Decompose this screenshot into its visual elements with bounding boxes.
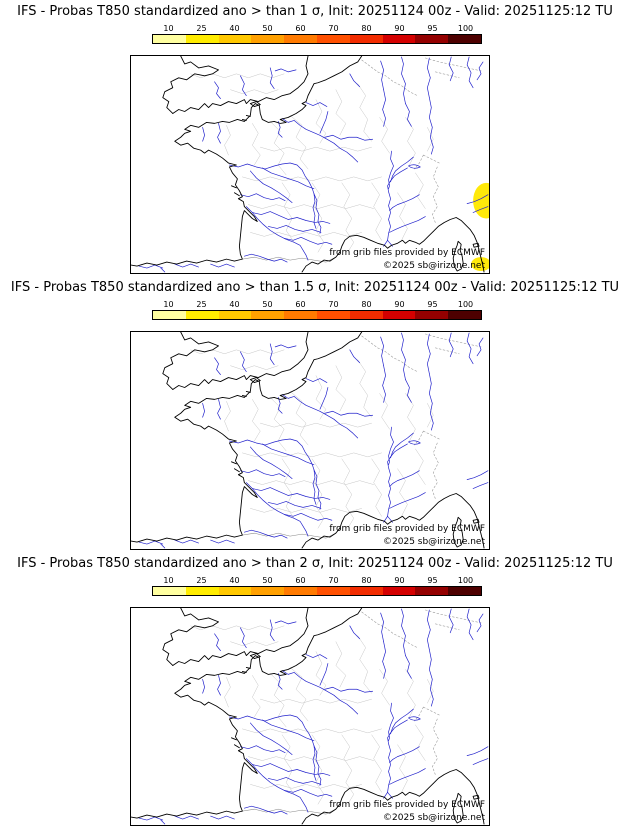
colorbar-segment xyxy=(284,587,317,595)
colorbar-segment xyxy=(349,587,383,595)
colorbar-tick-label: 90 xyxy=(394,24,405,33)
colorbar-tick-label: 50 xyxy=(262,300,273,309)
colorbar-tick-label: 60 xyxy=(295,300,306,309)
colorbar: 10 25 40 50 60 70 80 90 95 100 xyxy=(152,298,482,320)
colorbar-tick-label: 80 xyxy=(361,24,372,33)
credit-copyright: ©2025 sb@irizone.net xyxy=(383,261,485,271)
credit-ecmwf: from grib files provided by ECMWF xyxy=(329,248,485,258)
panel-title: IFS - Probas T850 standardized ano > tha… xyxy=(10,280,620,295)
colorbar-segment xyxy=(153,311,186,319)
credit-ecmwf: from grib files provided by ECMWF xyxy=(329,524,485,534)
colorbar: 10 25 40 50 60 70 80 90 95 100 xyxy=(152,574,482,596)
colorbar-tick-label: 10 xyxy=(163,576,174,585)
colorbar-tick-label: 95 xyxy=(427,24,438,33)
credit-ecmwf: from grib files provided by ECMWF xyxy=(329,800,485,810)
colorbar-segment xyxy=(218,35,252,43)
colorbar-tick-label: 10 xyxy=(163,24,174,33)
probability-anomaly-blob xyxy=(473,182,489,219)
map-france: from grib files provided by ECMWF ©2025 … xyxy=(130,331,490,550)
colorbar-tick-label: 50 xyxy=(262,576,273,585)
colorbar-segment xyxy=(316,587,350,595)
colorbar-tick-label: 50 xyxy=(262,24,273,33)
colorbar-tick-label: 60 xyxy=(295,576,306,585)
colorbar-tick-label: 80 xyxy=(361,576,372,585)
colorbar-gradient xyxy=(152,586,482,596)
credit-copyright: ©2025 sb@irizone.net xyxy=(383,813,485,823)
colorbar-segment xyxy=(415,587,449,595)
colorbar-tick-label: 25 xyxy=(196,576,207,585)
france-map-svg xyxy=(131,56,489,273)
colorbar-tick-label: 40 xyxy=(229,300,240,309)
colorbar-segment xyxy=(251,587,285,595)
colorbar-tick-label: 95 xyxy=(427,300,438,309)
colorbar-segment xyxy=(349,35,383,43)
probability-anomaly-blob xyxy=(471,257,489,272)
colorbar-segment xyxy=(153,587,186,595)
panel-title: IFS - Probas T850 standardized ano > tha… xyxy=(17,556,613,571)
colorbar-tick-label: 80 xyxy=(361,300,372,309)
colorbar-segment xyxy=(316,35,350,43)
colorbar-segment xyxy=(185,311,219,319)
map-france: from grib files provided by ECMWF ©2025 … xyxy=(130,55,490,274)
colorbar-segment xyxy=(448,35,481,43)
colorbar-gradient xyxy=(152,34,482,44)
panel-proba-2sigma: IFS - Probas T850 standardized ano > tha… xyxy=(0,552,630,828)
colorbar-segment xyxy=(382,311,416,319)
colorbar-tick-label: 25 xyxy=(196,300,207,309)
colorbar-tick-label: 70 xyxy=(328,576,339,585)
colorbar-segment xyxy=(415,311,449,319)
colorbar-segment xyxy=(316,311,350,319)
colorbar-segment xyxy=(153,35,186,43)
colorbar-segment xyxy=(218,311,252,319)
credit-copyright: ©2025 sb@irizone.net xyxy=(383,537,485,547)
colorbar-tick-label: 25 xyxy=(196,24,207,33)
colorbar-tick-label: 100 xyxy=(457,300,474,309)
colorbar-tick-label: 90 xyxy=(394,300,405,309)
colorbar-segment xyxy=(349,311,383,319)
colorbar-segment xyxy=(415,35,449,43)
colorbar-tick-label: 40 xyxy=(229,24,240,33)
colorbar-segment xyxy=(448,587,481,595)
colorbar: 10 25 40 50 60 70 80 90 95 100 xyxy=(152,22,482,44)
colorbar-tick-row: 10 25 40 50 60 70 80 90 95 100 xyxy=(152,298,482,310)
france-map-svg xyxy=(131,608,489,825)
colorbar-tick-row: 10 25 40 50 60 70 80 90 95 100 xyxy=(152,574,482,586)
colorbar-segment xyxy=(185,35,219,43)
colorbar-tick-label: 100 xyxy=(457,24,474,33)
colorbar-tick-label: 60 xyxy=(295,24,306,33)
colorbar-segment xyxy=(251,35,285,43)
colorbar-segment xyxy=(251,311,285,319)
colorbar-gradient xyxy=(152,310,482,320)
colorbar-segment xyxy=(448,311,481,319)
colorbar-segment xyxy=(218,587,252,595)
colorbar-tick-label: 70 xyxy=(328,24,339,33)
colorbar-tick-label: 70 xyxy=(328,300,339,309)
colorbar-segment xyxy=(284,311,317,319)
colorbar-segment xyxy=(185,587,219,595)
colorbar-tick-label: 40 xyxy=(229,576,240,585)
france-map-svg xyxy=(131,332,489,549)
colorbar-segment xyxy=(284,35,317,43)
colorbar-segment xyxy=(382,35,416,43)
panel-title: IFS - Probas T850 standardized ano > tha… xyxy=(17,4,613,19)
colorbar-tick-label: 95 xyxy=(427,576,438,585)
map-france: from grib files provided by ECMWF ©2025 … xyxy=(130,607,490,826)
panel-proba-1sigma: IFS - Probas T850 standardized ano > tha… xyxy=(0,0,630,276)
colorbar-tick-label: 100 xyxy=(457,576,474,585)
colorbar-tick-label: 90 xyxy=(394,576,405,585)
panel-proba-1p5sigma: IFS - Probas T850 standardized ano > tha… xyxy=(0,276,630,552)
colorbar-tick-row: 10 25 40 50 60 70 80 90 95 100 xyxy=(152,22,482,34)
colorbar-segment xyxy=(382,587,416,595)
colorbar-tick-label: 10 xyxy=(163,300,174,309)
